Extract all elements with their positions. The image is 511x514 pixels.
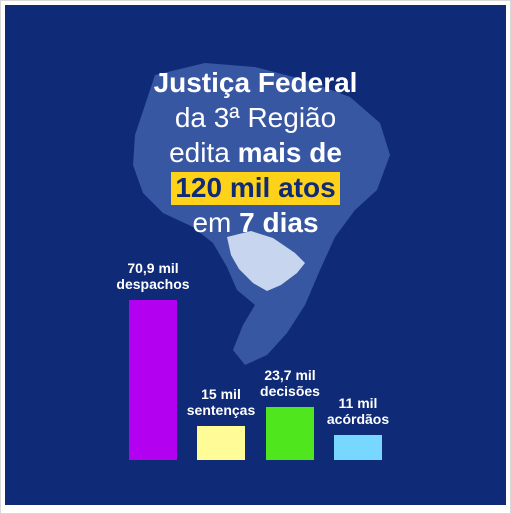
bar-value-label: 23,7 mil <box>264 367 316 383</box>
bar-value-label: 11 mil <box>338 395 378 411</box>
bar-value-label: 15 mil <box>201 386 241 402</box>
headline-line-5-bold: 7 dias <box>239 207 319 238</box>
headline-line-1: Justiça Federal <box>153 67 358 98</box>
headline-line-3-bold: mais de <box>237 137 342 168</box>
bar-value-label: 70,9 mil <box>127 260 179 276</box>
third-region-map-area <box>227 231 305 291</box>
brazil-map-silhouette <box>133 63 390 365</box>
headline-line-2: da 3ª Região <box>174 102 337 133</box>
bar-label-sentenças: 15 mil sentenças <box>166 386 276 418</box>
bar-acórdãos <box>334 435 382 460</box>
headline-line-3-text: edita <box>169 137 238 168</box>
bar-category-label: sentenças <box>186 402 256 418</box>
bar-category-label: despachos <box>116 276 190 292</box>
bar-label-despachos: 70,9 mil despachos <box>98 260 208 292</box>
headline: Justiça Federal da 3ª Região edita mais … <box>5 65 506 240</box>
bar-sentenças <box>197 426 245 460</box>
bar-category-label: decisões <box>260 383 320 399</box>
bar-decisões <box>266 407 314 460</box>
bar-category-label: acórdãos <box>326 411 390 427</box>
bar-chart: 70,9 mil despachos 15 mil sentenças 23,7 mil… <box>5 5 506 505</box>
brazil-map-graphic <box>133 63 390 365</box>
headline-line-4: 120 mil atos <box>5 170 506 205</box>
headline-line-3: edita mais de <box>5 135 506 170</box>
headline-line-5: em 7 dias <box>5 205 506 240</box>
headline-line-5-text: em <box>192 207 240 238</box>
bar-despachos <box>129 300 177 460</box>
headline-highlight: 120 mil atos <box>171 172 340 205</box>
bar-label-decisões: 23,7 mil decisões <box>235 367 345 399</box>
infographic-panel: Justiça Federal da 3ª Região edita mais … <box>5 5 506 505</box>
bar-label-acórdãos: 11 mil acórdãos <box>303 395 413 427</box>
